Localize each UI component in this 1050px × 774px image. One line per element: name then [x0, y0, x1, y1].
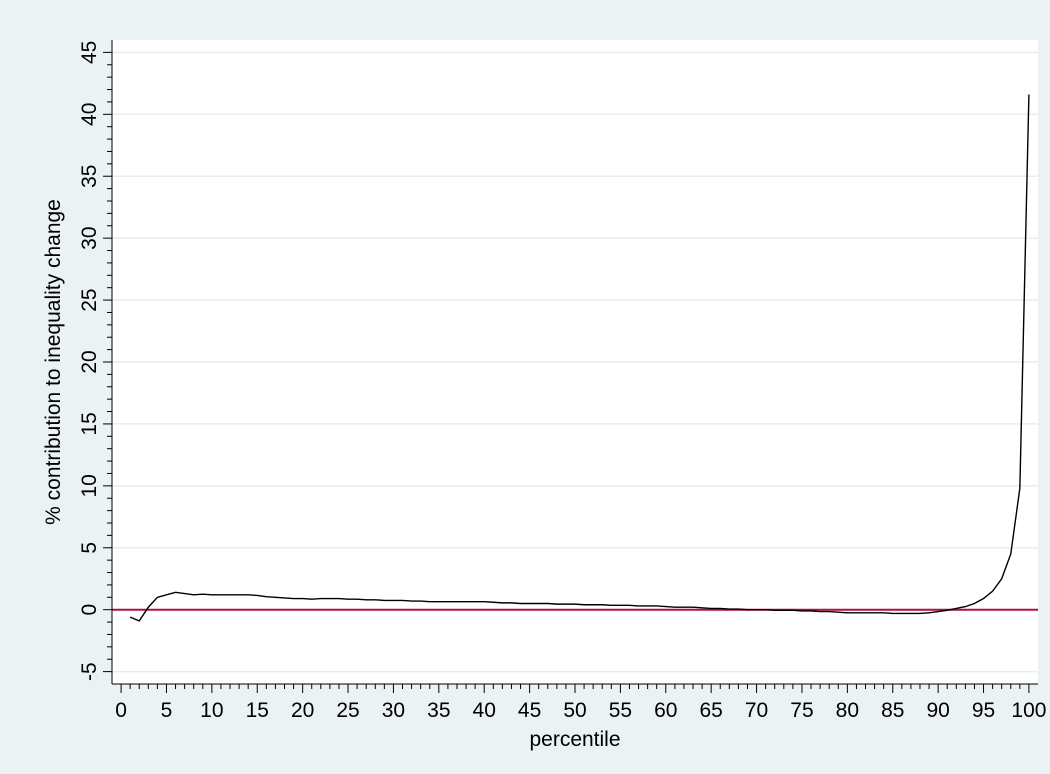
- y-tick-label: 25: [78, 288, 101, 311]
- x-tick-label: 80: [836, 699, 859, 722]
- x-tick-label: 100: [1011, 699, 1046, 722]
- x-tick-label: 75: [790, 699, 813, 722]
- y-tick-label: 0: [78, 604, 101, 616]
- y-tick-label: 35: [78, 165, 101, 188]
- y-tick-label: 45: [78, 41, 101, 64]
- y-tick-label: 10: [78, 474, 101, 497]
- x-tick-label: 40: [473, 699, 496, 722]
- y-tick-label: 30: [78, 226, 101, 249]
- x-tick-label: 10: [200, 699, 223, 722]
- x-axis-title: percentile: [529, 728, 620, 751]
- x-tick-label: 45: [518, 699, 541, 722]
- x-tick-label: 15: [246, 699, 269, 722]
- x-tick-label: 65: [699, 699, 722, 722]
- y-tick-label: 5: [78, 542, 101, 554]
- x-tick-label: 20: [291, 699, 314, 722]
- x-tick-label: 30: [382, 699, 405, 722]
- y-tick-label: -5: [78, 662, 101, 681]
- x-tick-label: 25: [336, 699, 359, 722]
- x-tick-label: 55: [609, 699, 632, 722]
- x-tick-label: 95: [972, 699, 995, 722]
- y-tick-label: 20: [78, 350, 101, 373]
- x-tick-label: 50: [563, 699, 586, 722]
- y-tick-label: 15: [78, 412, 101, 435]
- x-tick-label: 70: [745, 699, 768, 722]
- y-axis-ticks: -5 0 5 10 15 20 25 30 35 40 45: [78, 41, 112, 681]
- x-tick-label: 35: [427, 699, 450, 722]
- x-tick-label: 0: [115, 699, 127, 722]
- y-tick-label: 40: [78, 103, 101, 126]
- x-tick-label: 5: [161, 699, 173, 722]
- x-tick-label: 90: [926, 699, 949, 722]
- x-tick-label: 60: [654, 699, 677, 722]
- x-axis-ticks: 0 5 10 15 20 25 30 35 40 45 50 55 60 65 70 75 80 85 90 95 10…: [115, 684, 1046, 722]
- x-tick-label: 85: [881, 699, 904, 722]
- y-axis-title: % contribution to inequality change: [42, 199, 65, 525]
- series-line: [129, 94, 1030, 622]
